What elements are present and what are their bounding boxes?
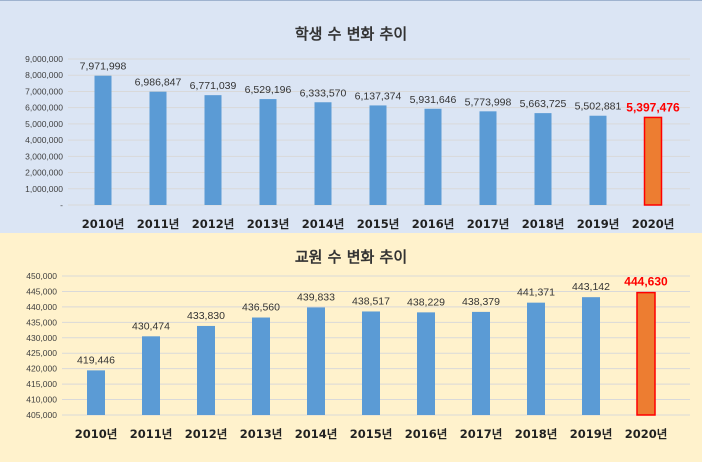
y-tick-label: 440,000 — [26, 302, 57, 312]
y-tick-label: - — [60, 200, 63, 210]
teacher-count-chart: 교원 수 변화 추이 405,000 410,000 415,000 420,000 4… — [26, 248, 690, 441]
bar — [424, 108, 442, 205]
x-tick-label: 2010년 — [82, 217, 125, 231]
data-label: 419,446 — [77, 354, 115, 366]
data-label: 444,630 — [624, 275, 668, 289]
data-label: 6,529,196 — [245, 84, 292, 96]
x-tick-label: 2013년 — [247, 217, 290, 231]
data-label: 430,474 — [132, 320, 170, 332]
data-label: 6,137,374 — [355, 90, 402, 102]
x-tick-label: 2011년 — [137, 217, 180, 231]
data-label: 441,371 — [517, 287, 555, 299]
data-label: 443,142 — [572, 281, 610, 293]
data-label: 7,971,998 — [80, 61, 127, 73]
data-label: 438,379 — [462, 296, 500, 308]
x-tick-label: 2019년 — [577, 217, 620, 231]
data-label: 5,931,646 — [410, 94, 457, 106]
x-tick-label: 2016년 — [412, 217, 455, 231]
data-label: 6,986,847 — [135, 77, 182, 89]
bar — [314, 102, 332, 205]
x-tick-label: 2013년 — [240, 427, 283, 441]
x-tick-label: 2018년 — [522, 217, 565, 231]
bar — [87, 370, 105, 415]
student-count-chart: 학생 수 변화 추이 - 1,000,000 2,000,000 3,000,000 4… — [25, 25, 690, 231]
y-tick-label: 7,000,000 — [25, 86, 63, 96]
bar — [149, 91, 167, 205]
data-label: 6,333,570 — [300, 87, 347, 99]
x-tick-label: 2014년 — [295, 427, 338, 441]
data-label: 5,773,998 — [465, 96, 512, 108]
y-tick-label: 430,000 — [26, 333, 57, 343]
y-tick-label: 9,000,000 — [25, 54, 63, 64]
bar — [259, 99, 277, 205]
bar — [252, 317, 270, 415]
x-tick-label: 2015년 — [357, 217, 400, 231]
bar — [527, 302, 545, 415]
y-tick-label: 2,000,000 — [25, 168, 63, 178]
highlight-bar — [636, 291, 656, 416]
y-tick-label: 450,000 — [26, 271, 57, 281]
x-tick-label: 2019년 — [570, 427, 613, 441]
x-tick-label: 2010년 — [75, 427, 118, 441]
chart-title: 학생 수 변화 추이 — [295, 25, 407, 43]
bar — [589, 115, 607, 205]
data-label: 5,502,881 — [575, 101, 622, 113]
y-tick-label: 445,000 — [26, 286, 57, 296]
bar — [534, 113, 552, 205]
data-label: 438,517 — [352, 295, 390, 307]
y-tick-label: 5,000,000 — [25, 119, 63, 129]
x-tick-label: 2012년 — [185, 427, 228, 441]
y-tick-label: 410,000 — [26, 395, 57, 405]
y-tick-label: 420,000 — [26, 364, 57, 374]
student-chart-panel: 학생 수 변화 추이 - 1,000,000 2,000,000 3,000,000 4… — [0, 0, 702, 233]
x-tick-label: 2012년 — [192, 217, 235, 231]
chart-title: 교원 수 변화 추이 — [295, 248, 407, 266]
data-label: 433,830 — [187, 310, 225, 322]
x-tick-label: 2014년 — [302, 217, 345, 231]
x-tick-label: 2016년 — [405, 427, 448, 441]
teacher-chart-panel: 교원 수 변화 추이 405,000 410,000 415,000 420,000 4… — [0, 233, 702, 462]
y-tick-label: 415,000 — [26, 379, 57, 389]
x-tick-label: 2018년 — [515, 427, 558, 441]
bar — [362, 311, 380, 415]
x-tick-label: 2011년 — [130, 427, 173, 441]
data-label: 438,229 — [407, 296, 445, 308]
bar — [479, 111, 497, 205]
x-tick-label: 2017년 — [467, 217, 510, 231]
x-tick-label: 2020년 — [625, 427, 668, 441]
data-label: 436,560 — [242, 302, 280, 314]
bar — [307, 307, 325, 415]
data-label: 439,833 — [297, 291, 335, 303]
x-tick-label: 2017년 — [460, 427, 503, 441]
data-label: 5,663,725 — [520, 98, 567, 110]
y-tick-label: 405,000 — [26, 410, 57, 420]
x-tick-label: 2015년 — [350, 427, 393, 441]
y-tick-label: 1,000,000 — [25, 184, 63, 194]
bar — [417, 312, 435, 415]
bar — [94, 75, 112, 205]
highlight-bar — [643, 116, 663, 206]
y-tick-label: 3,000,000 — [25, 151, 63, 161]
y-tick-label: 4,000,000 — [25, 135, 63, 145]
x-tick-label: 2020년 — [632, 217, 675, 231]
bar — [204, 95, 222, 205]
bar — [582, 297, 600, 415]
bar — [197, 325, 215, 415]
y-tick-label: 435,000 — [26, 317, 57, 327]
y-tick-label: 8,000,000 — [25, 70, 63, 80]
bar — [369, 105, 387, 205]
y-tick-label: 425,000 — [26, 348, 57, 358]
y-tick-label: 6,000,000 — [25, 103, 63, 113]
bar — [472, 311, 490, 415]
data-label: 6,771,039 — [190, 80, 237, 92]
data-label: 5,397,476 — [626, 100, 680, 114]
bar — [142, 336, 160, 415]
